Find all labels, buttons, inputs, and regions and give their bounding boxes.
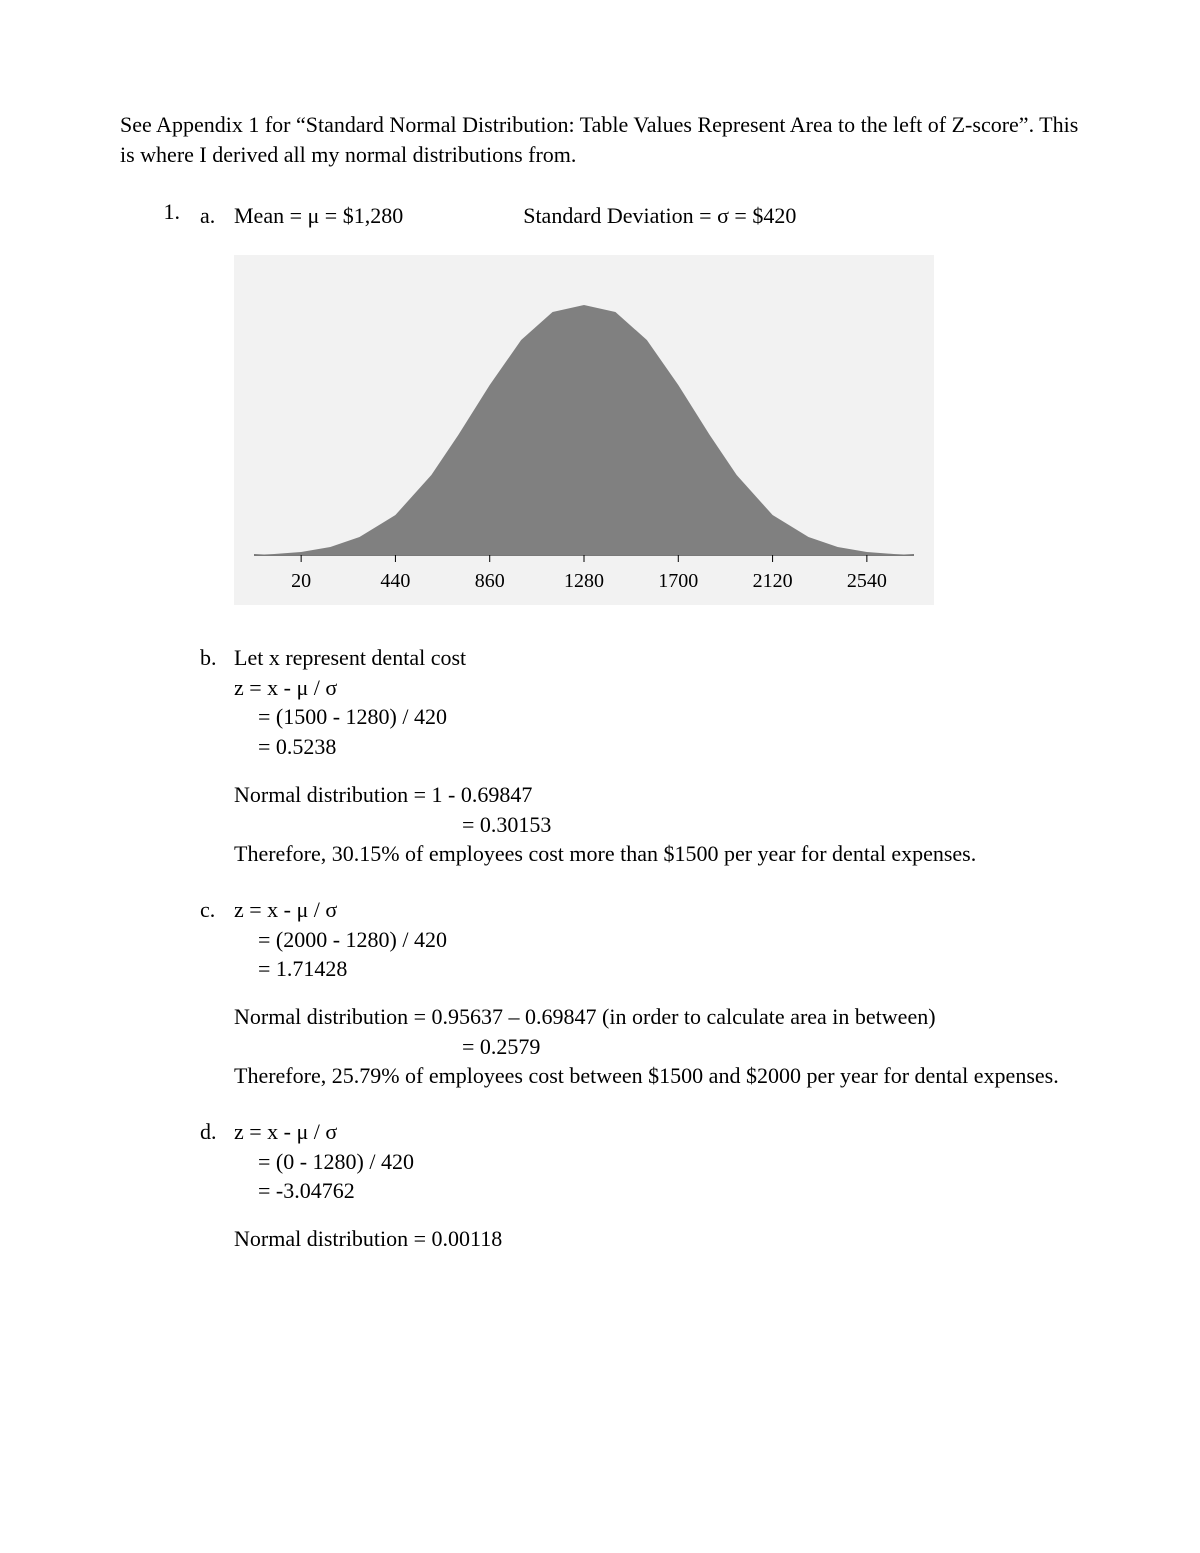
normal-curve-chart: 20 440 860 1280 1700 2120 2540	[234, 255, 1080, 605]
spacer	[234, 1210, 1080, 1224]
text-line: z = x - μ / σ	[234, 895, 1080, 925]
spacer	[234, 766, 1080, 780]
spacer	[234, 988, 1080, 1002]
axis-tick-label: 1700	[658, 568, 698, 595]
text-line: Normal distribution = 0.00118	[234, 1224, 1080, 1254]
text-line: Normal distribution = 0.95637 – 0.69847 …	[234, 1002, 1080, 1032]
intro-paragraph: See Appendix 1 for “Standard Normal Dist…	[120, 110, 1080, 169]
part-letter: a.	[200, 201, 234, 617]
parameters-line: Mean = μ = $1,280 Standard Deviation = σ…	[234, 201, 1080, 231]
axis-tick-label: 1280	[564, 568, 604, 595]
text-line: z = x - μ / σ	[234, 673, 1080, 703]
text-line: Normal distribution = 1 - 0.69847	[234, 780, 1080, 810]
part-c-content: z = x - μ / σ = (2000 - 1280) / 420 = 1.…	[234, 895, 1080, 1091]
text-line: = 0.2579	[234, 1032, 1080, 1062]
question-1: 1. a. Mean = μ = $1,280 Standard Deviati…	[120, 197, 1080, 1253]
text-line: = (2000 - 1280) / 420	[234, 925, 1080, 955]
text-line: z = x - μ / σ	[234, 1117, 1080, 1147]
sd-text: Standard Deviation = σ = $420	[523, 201, 796, 231]
question-number: 1.	[120, 197, 200, 1253]
question-body: a. Mean = μ = $1,280 Standard Deviation …	[200, 197, 1080, 1253]
text-line: Therefore, 25.79% of employees cost betw…	[234, 1061, 1080, 1091]
text-line: Therefore, 30.15% of employees cost more…	[234, 839, 1080, 869]
axis-tick-label: 860	[475, 568, 505, 595]
axis-tick-label: 20	[291, 568, 311, 595]
text-line: = (0 - 1280) / 420	[234, 1147, 1080, 1177]
axis-tick-label: 2120	[753, 568, 793, 595]
text-line: = (1500 - 1280) / 420	[234, 702, 1080, 732]
text-line: = 0.30153	[234, 810, 1080, 840]
part-a: a. Mean = μ = $1,280 Standard Deviation …	[200, 201, 1080, 617]
text-line: = -3.04762	[234, 1176, 1080, 1206]
text-line: = 1.71428	[234, 954, 1080, 984]
part-b: b. Let x represent dental cost z = x - μ…	[200, 643, 1080, 869]
mean-text: Mean = μ = $1,280	[234, 201, 403, 231]
part-b-content: Let x represent dental cost z = x - μ / …	[234, 643, 1080, 869]
part-letter: b.	[200, 643, 234, 869]
part-letter: c.	[200, 895, 234, 1091]
axis-tick-label: 440	[380, 568, 410, 595]
part-d: d. z = x - μ / σ = (0 - 1280) / 420 = -3…	[200, 1117, 1080, 1254]
part-d-content: z = x - μ / σ = (0 - 1280) / 420 = -3.04…	[234, 1117, 1080, 1254]
document-page: See Appendix 1 for “Standard Normal Dist…	[0, 0, 1200, 1553]
normal-curve-svg	[234, 255, 934, 605]
axis-tick-label: 2540	[847, 568, 887, 595]
text-line: = 0.5238	[234, 732, 1080, 762]
text-line: Let x represent dental cost	[234, 643, 1080, 673]
part-c: c. z = x - μ / σ = (2000 - 1280) / 420 =…	[200, 895, 1080, 1091]
part-letter: d.	[200, 1117, 234, 1254]
part-a-content: Mean = μ = $1,280 Standard Deviation = σ…	[234, 201, 1080, 617]
